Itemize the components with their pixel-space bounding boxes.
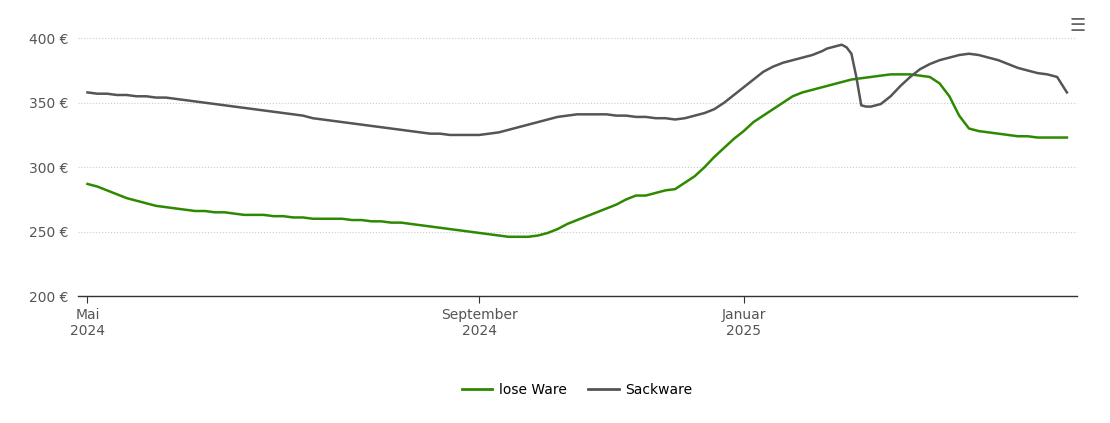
lose Ware: [502, 234, 515, 239]
Text: ☰: ☰: [1069, 17, 1086, 35]
lose Ware: [1060, 135, 1073, 140]
lose Ware: [542, 231, 555, 236]
Sackware: [394, 127, 407, 132]
Sackware: [1011, 66, 1025, 71]
Sackware: [816, 49, 829, 54]
lose Ware: [884, 72, 897, 77]
lose Ware: [81, 181, 94, 187]
Sackware: [835, 42, 848, 47]
lose Ware: [776, 100, 789, 105]
Sackware: [1060, 90, 1073, 95]
lose Ware: [266, 214, 280, 219]
Legend: lose Ware, Sackware: lose Ware, Sackware: [456, 378, 698, 403]
Sackware: [875, 102, 888, 107]
Sackware: [81, 90, 94, 95]
Sackware: [443, 132, 456, 137]
lose Ware: [296, 215, 310, 220]
Sackware: [962, 51, 976, 56]
lose Ware: [942, 94, 956, 99]
Sackware: [845, 51, 858, 56]
Line: lose Ware: lose Ware: [88, 74, 1067, 237]
lose Ware: [855, 76, 868, 81]
Line: Sackware: Sackware: [88, 45, 1067, 135]
